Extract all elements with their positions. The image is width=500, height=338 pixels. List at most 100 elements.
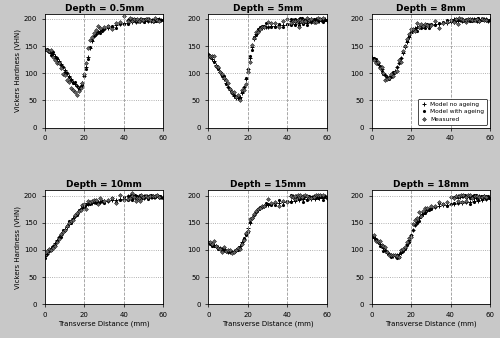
Measured	[229, 251, 235, 256]
Measured	[313, 20, 319, 24]
Measured	[113, 200, 119, 204]
Measured	[444, 20, 450, 24]
Measured	[370, 58, 376, 62]
Line: Measured: Measured	[372, 193, 488, 258]
Model with ageing	[76, 87, 82, 91]
Measured	[370, 233, 376, 237]
Model with ageing	[264, 25, 270, 29]
Model with ageing	[206, 51, 212, 55]
Line: Measured: Measured	[209, 193, 324, 255]
Model with ageing	[300, 194, 306, 198]
Model no ageing	[136, 19, 141, 23]
Model with ageing	[84, 67, 89, 71]
Model no ageing	[97, 199, 103, 203]
Measured	[121, 14, 127, 18]
Model with ageing	[42, 48, 48, 52]
Model with ageing	[428, 22, 434, 26]
Model with ageing	[134, 194, 140, 198]
Model no ageing	[464, 195, 470, 199]
Model no ageing	[52, 54, 58, 58]
Measured	[428, 23, 434, 27]
Measured	[44, 249, 50, 254]
Model with ageing	[264, 202, 270, 206]
Measured	[245, 230, 251, 234]
Model with ageing	[101, 27, 107, 31]
Measured	[150, 194, 156, 198]
Model no ageing	[264, 203, 270, 207]
Model with ageing	[378, 69, 384, 73]
Model no ageing	[485, 195, 491, 199]
Measured	[264, 197, 270, 201]
Model with ageing	[475, 16, 481, 20]
Model no ageing	[239, 240, 245, 244]
Model no ageing	[206, 240, 212, 244]
Measured	[129, 191, 135, 195]
Model no ageing	[76, 86, 82, 90]
Model no ageing	[74, 84, 80, 88]
X-axis label: Transverse Distance (mm): Transverse Distance (mm)	[385, 321, 476, 327]
Measured	[378, 243, 384, 247]
Title: Depth = 5mm: Depth = 5mm	[232, 4, 302, 13]
Line: Measured: Measured	[209, 17, 324, 102]
Model no ageing	[262, 25, 268, 29]
Model no ageing	[426, 23, 432, 27]
Model no ageing	[428, 23, 434, 27]
Model with ageing	[322, 18, 328, 22]
Measured	[237, 98, 243, 102]
Line: Model with ageing: Model with ageing	[206, 194, 328, 254]
Measured	[215, 65, 221, 69]
Measured	[288, 21, 294, 25]
Measured	[208, 240, 214, 244]
Model no ageing	[144, 17, 150, 21]
Measured	[420, 24, 426, 28]
Model with ageing	[137, 17, 143, 21]
Measured	[74, 93, 80, 97]
Legend: Model no ageing, Model with ageing, Measured: Model no ageing, Model with ageing, Meas…	[418, 99, 487, 125]
Model no ageing	[378, 67, 384, 71]
Model no ageing	[146, 194, 152, 198]
Model with ageing	[288, 193, 294, 197]
Model no ageing	[99, 28, 105, 32]
Y-axis label: Vickers Hardness (VHN): Vickers Hardness (VHN)	[14, 206, 21, 289]
Measured	[215, 246, 221, 250]
Model no ageing	[134, 195, 140, 199]
Model no ageing	[402, 246, 408, 250]
Line: Model no ageing: Model no ageing	[44, 194, 165, 258]
Measured	[320, 16, 326, 20]
Measured	[280, 199, 286, 203]
Model with ageing	[410, 228, 416, 233]
Model with ageing	[74, 84, 80, 88]
Measured	[420, 209, 426, 213]
Model with ageing	[158, 195, 164, 199]
X-axis label: Transverse Distance (mm): Transverse Distance (mm)	[58, 321, 150, 327]
Model no ageing	[246, 56, 252, 60]
Model with ageing	[426, 209, 432, 213]
Model no ageing	[299, 18, 305, 22]
Model with ageing	[300, 19, 306, 23]
Measured	[80, 203, 86, 207]
Model with ageing	[152, 17, 158, 21]
Model with ageing	[229, 250, 235, 254]
Measured	[101, 24, 107, 28]
Model with ageing	[239, 241, 245, 245]
Model no ageing	[402, 45, 408, 49]
Measured	[52, 244, 58, 248]
Model no ageing	[262, 203, 268, 208]
Model with ageing	[462, 193, 468, 197]
Model with ageing	[402, 247, 408, 251]
X-axis label: Transverse Distance (mm): Transverse Distance (mm)	[222, 321, 314, 327]
Model with ageing	[152, 195, 158, 199]
Line: Model with ageing: Model with ageing	[44, 17, 165, 91]
Measured	[313, 193, 319, 197]
Measured	[288, 194, 294, 198]
Model no ageing	[378, 244, 384, 248]
Model with ageing	[42, 256, 48, 260]
Model with ageing	[237, 96, 243, 100]
Measured	[378, 65, 384, 69]
Model no ageing	[101, 27, 107, 31]
Model with ageing	[158, 18, 164, 22]
Model no ageing	[152, 195, 158, 199]
Model with ageing	[206, 240, 212, 244]
Line: Model no ageing: Model no ageing	[206, 18, 328, 100]
Model with ageing	[299, 16, 305, 20]
